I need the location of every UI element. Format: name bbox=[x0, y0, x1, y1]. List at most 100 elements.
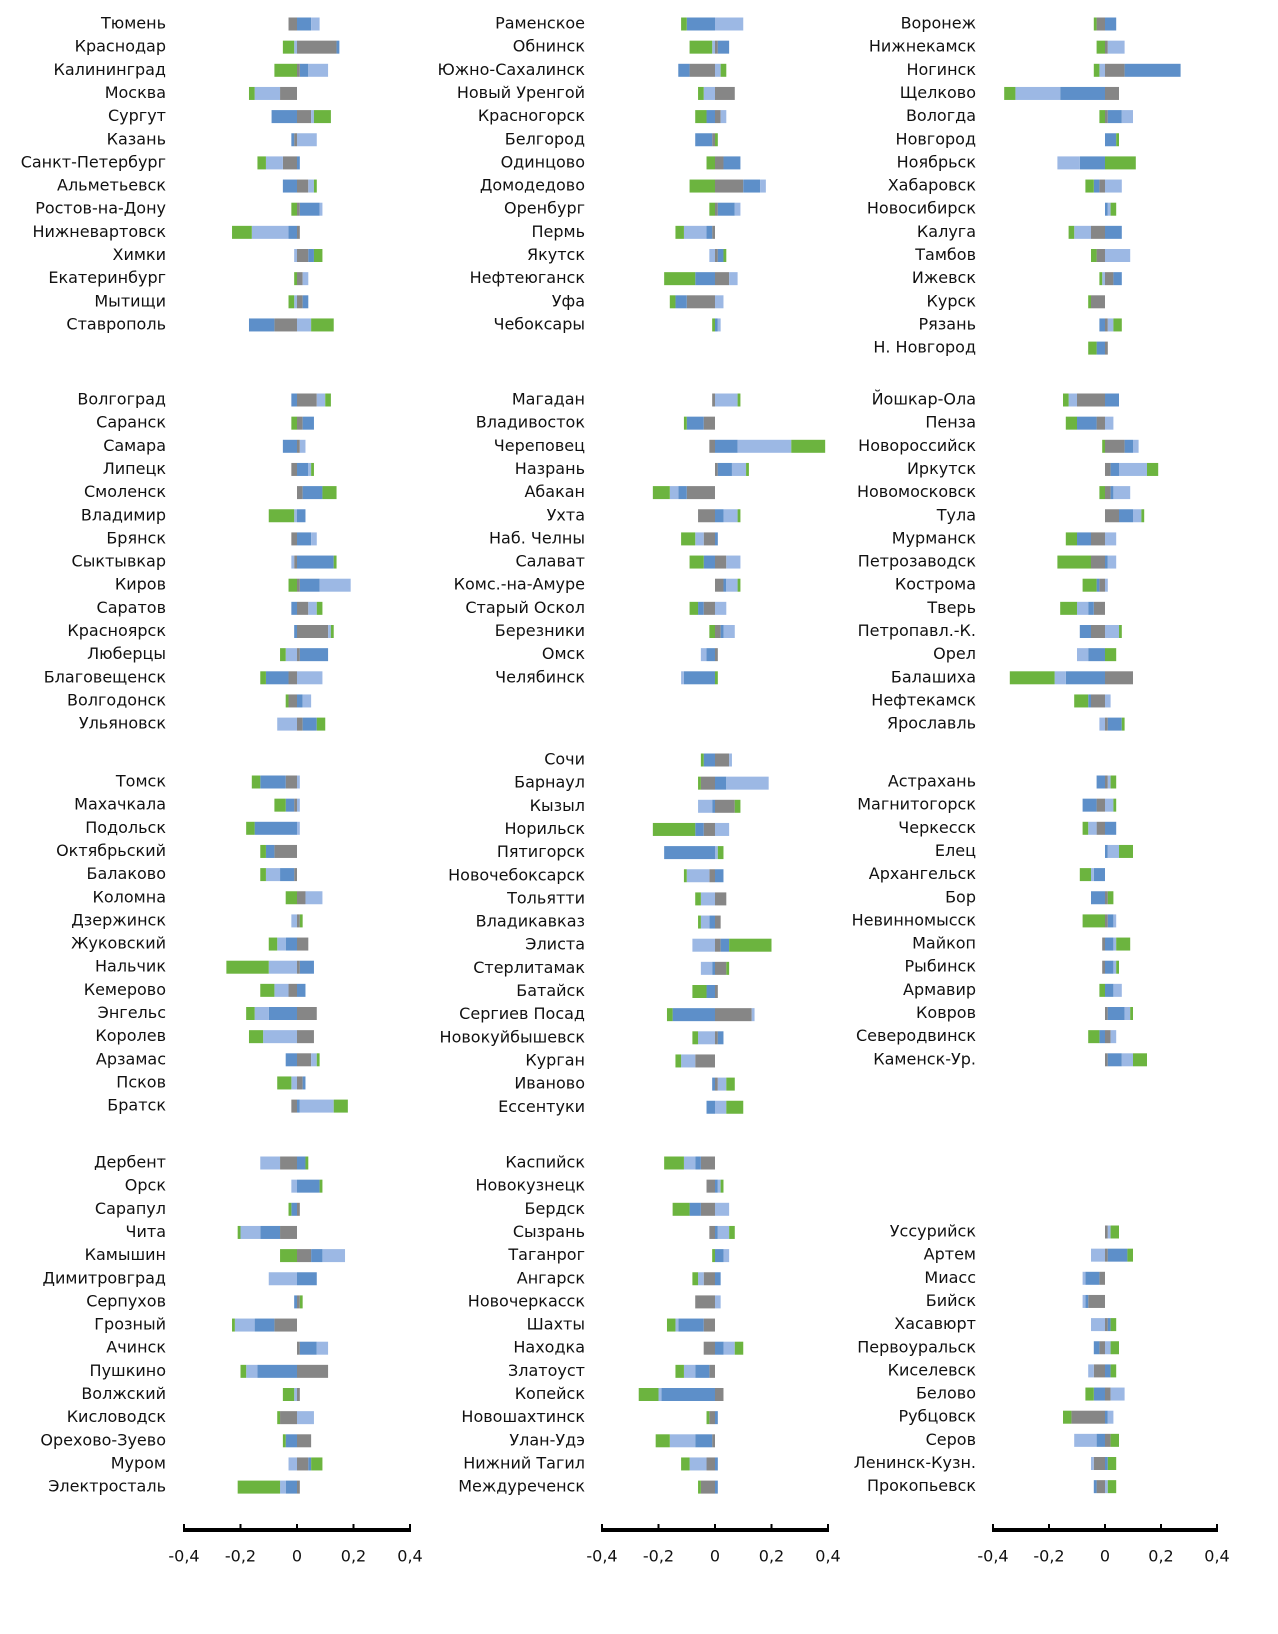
category-label: Кызыл bbox=[530, 796, 585, 815]
bar-segment bbox=[1141, 509, 1145, 523]
bar-segment bbox=[700, 1480, 715, 1494]
bar-segment bbox=[717, 202, 735, 216]
bar-segment bbox=[297, 202, 300, 216]
bar-segment bbox=[1105, 578, 1108, 592]
bar-segment bbox=[1091, 295, 1105, 309]
bar-segment bbox=[1107, 1248, 1128, 1262]
category-label: Артем bbox=[924, 1245, 976, 1264]
bar-segment bbox=[712, 225, 715, 239]
category-label: Прокопьевск bbox=[867, 1476, 976, 1495]
category-label: Щелково bbox=[900, 83, 976, 102]
bar-segment bbox=[311, 110, 314, 124]
bar-segment bbox=[1107, 1225, 1111, 1239]
category-label: Альметьевск bbox=[57, 176, 166, 195]
bar-segment bbox=[1099, 318, 1105, 332]
bar-segment bbox=[1105, 891, 1108, 905]
bar-segment bbox=[299, 1341, 317, 1355]
bar-segment bbox=[1121, 717, 1125, 731]
category-label: Елец bbox=[935, 841, 976, 860]
bar-segment bbox=[715, 133, 718, 147]
bar-segment bbox=[316, 601, 323, 615]
category-label: Казань bbox=[107, 129, 166, 148]
category-label: Оренбург bbox=[504, 199, 585, 218]
bar-segment bbox=[715, 86, 735, 100]
bar-segment bbox=[1107, 40, 1125, 54]
bar-segment bbox=[282, 439, 297, 453]
bar-segment bbox=[715, 1179, 718, 1193]
bar-segment bbox=[1096, 821, 1105, 835]
bar-segment bbox=[1107, 844, 1119, 858]
bar-segment bbox=[297, 775, 300, 789]
category-label: Белово bbox=[916, 1384, 976, 1403]
bar-segment bbox=[737, 509, 741, 523]
category-label: Электросталь bbox=[48, 1477, 166, 1496]
category-label: Йошкар-Ола bbox=[872, 390, 976, 409]
bar-segment bbox=[1099, 63, 1105, 77]
bar-segment bbox=[297, 821, 300, 835]
category-label: Тольятти bbox=[506, 888, 585, 907]
bar-segment bbox=[715, 17, 744, 31]
category-label: Батайск bbox=[516, 981, 585, 1000]
bar-segment bbox=[240, 1225, 261, 1239]
bar-segment bbox=[715, 393, 738, 407]
category-label: Курск bbox=[927, 291, 977, 310]
bar-segment bbox=[715, 671, 718, 685]
category-label: Орел bbox=[933, 644, 976, 663]
category-label: Ногинск bbox=[906, 60, 976, 79]
bar-segment bbox=[254, 1007, 269, 1020]
bar-segment bbox=[1107, 1318, 1111, 1332]
bar-segment bbox=[1105, 1480, 1108, 1494]
bar-segment bbox=[1105, 1410, 1108, 1424]
bar-segment bbox=[280, 1156, 297, 1170]
bar-segment bbox=[715, 938, 721, 952]
category-label: Нефтекамск bbox=[871, 690, 976, 709]
bar-segment bbox=[297, 555, 334, 569]
category-label: Петропавл.-К. bbox=[858, 621, 976, 640]
category-label: Сызрань bbox=[513, 1222, 585, 1241]
category-label: Нефтеюганск bbox=[470, 268, 586, 287]
bar-segment bbox=[1079, 156, 1105, 170]
bar-segment bbox=[271, 110, 297, 124]
bar-segment bbox=[698, 915, 701, 929]
category-label: Саранск bbox=[96, 413, 166, 432]
bar-segment bbox=[737, 393, 741, 407]
bar-segment bbox=[297, 1364, 329, 1378]
bar-segment bbox=[1116, 133, 1119, 147]
bar-segment bbox=[297, 601, 309, 615]
category-label: Королев bbox=[95, 1026, 166, 1045]
bar-segment bbox=[1102, 937, 1105, 951]
bar-segment bbox=[237, 1480, 281, 1494]
bar-segment bbox=[297, 1249, 312, 1263]
bar-segment bbox=[1091, 1248, 1105, 1262]
category-label: Н. Новгород bbox=[873, 338, 976, 357]
bar-segment bbox=[285, 1053, 297, 1067]
category-label: Димитровград bbox=[43, 1268, 167, 1287]
bar-segment bbox=[678, 63, 690, 77]
bar-segment bbox=[333, 1099, 348, 1113]
category-label: Новороссийск bbox=[858, 436, 976, 455]
bar-segment bbox=[743, 179, 761, 193]
bar-segment bbox=[308, 63, 329, 77]
category-label: Нижнекамск bbox=[869, 37, 976, 56]
bar-segment bbox=[695, 1364, 710, 1378]
bar-segment bbox=[297, 462, 309, 476]
category-label: Энгельс bbox=[98, 1003, 166, 1022]
category-label: Челябинск bbox=[495, 667, 585, 686]
bar-segment bbox=[1082, 798, 1097, 812]
bar-segment bbox=[1102, 272, 1105, 286]
bar-segment bbox=[1113, 318, 1122, 332]
bar-segment bbox=[322, 486, 337, 500]
category-label: Владикавказ bbox=[476, 912, 585, 931]
bar-segment bbox=[1105, 439, 1125, 453]
bar-segment bbox=[706, 1411, 710, 1425]
bar-segment bbox=[288, 671, 297, 685]
bar-segment bbox=[652, 486, 670, 500]
bar-segment bbox=[717, 1031, 724, 1045]
bar-segment bbox=[715, 776, 727, 790]
bar-segment bbox=[1065, 416, 1077, 430]
bar-segment bbox=[1085, 1387, 1094, 1401]
category-label: Санкт-Петербург bbox=[21, 152, 166, 171]
bar-segment bbox=[746, 462, 749, 476]
bar-segment bbox=[703, 753, 715, 767]
bar-segment bbox=[319, 578, 351, 592]
